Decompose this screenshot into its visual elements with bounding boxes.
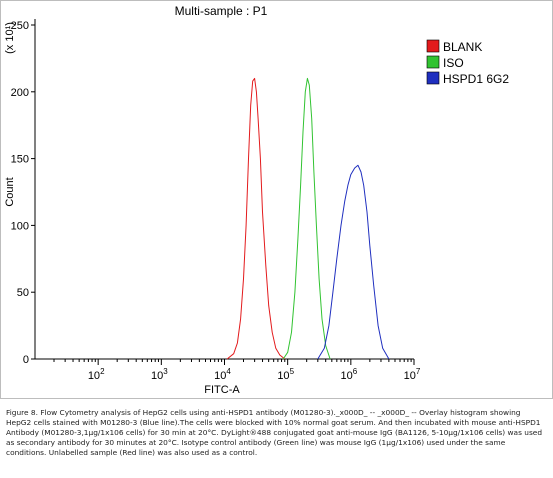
x-tick-label: 102	[88, 367, 105, 382]
series-line-iso	[282, 77, 331, 360]
legend-label: HSPD1 6G2	[443, 72, 509, 86]
y-tick-label: 200	[11, 87, 29, 99]
y-tick-label: 250	[11, 20, 29, 32]
legend-swatch	[426, 71, 440, 85]
flow-cytometry-histogram: Multi-sample : P1 (x 10¹) Count FITC-A 0…	[4, 4, 509, 396]
x-axis-label: FITC-A	[204, 384, 240, 396]
series-line-hspd1-6g2	[317, 164, 390, 360]
x-tick-label: 103	[151, 367, 168, 382]
x-tick-label: 104	[214, 367, 231, 382]
y-axis-multiplier-label: (x 10¹)	[4, 22, 16, 54]
y-axis-label: Count	[4, 177, 16, 206]
y-tick-label: 150	[11, 154, 29, 166]
x-tick-label: 106	[340, 367, 357, 382]
legend-swatch	[426, 39, 440, 53]
figure-caption: Figure 8. Flow Cytometry analysis of Hep…	[6, 408, 543, 457]
series-line-blank	[226, 77, 286, 360]
chart-title: Multi-sample : P1	[175, 4, 268, 18]
legend-label: BLANK	[443, 40, 482, 54]
legend-label: ISO	[443, 56, 464, 70]
legend-swatch	[426, 55, 440, 69]
x-tick-label: 107	[404, 367, 421, 382]
x-tick-label: 105	[277, 367, 294, 382]
y-tick-label: 50	[17, 287, 29, 299]
y-tick-label: 0	[23, 354, 29, 366]
y-tick-label: 100	[11, 220, 29, 232]
